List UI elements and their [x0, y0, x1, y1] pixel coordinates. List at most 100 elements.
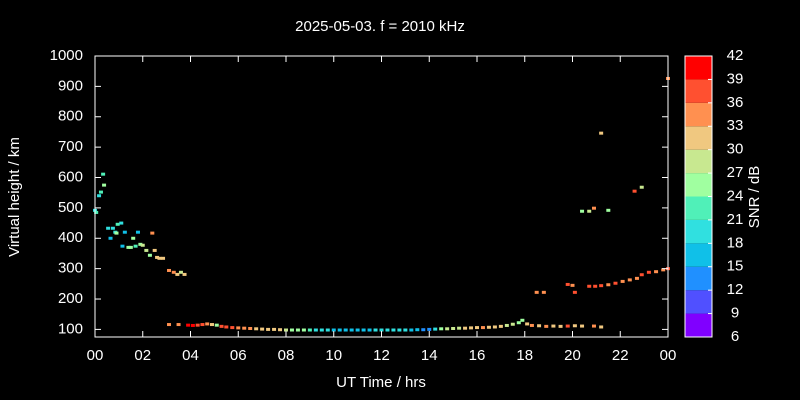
- data-point: [349, 328, 354, 332]
- data-point: [367, 328, 372, 332]
- data-point: [385, 328, 390, 332]
- data-point: [504, 323, 509, 327]
- data-point: [632, 189, 637, 193]
- data-point: [654, 270, 659, 274]
- data-point: [457, 326, 462, 330]
- data-point: [599, 325, 604, 329]
- data-point: [565, 324, 570, 328]
- data-point: [131, 236, 136, 240]
- data-point: [108, 236, 113, 240]
- data-point: [307, 328, 312, 332]
- data-point: [284, 328, 288, 332]
- colorbar-tick-label: 33: [727, 117, 744, 134]
- data-point: [593, 284, 598, 288]
- data-point: [544, 324, 549, 328]
- colorbar-band: [685, 243, 712, 267]
- data-point: [475, 326, 479, 330]
- data-point: [572, 324, 577, 328]
- data-point: [147, 253, 152, 257]
- data-point: [480, 326, 485, 330]
- colorbar-tick-label: 6: [731, 328, 739, 345]
- data-point: [606, 283, 611, 287]
- data-point: [498, 324, 503, 328]
- data-point: [115, 222, 120, 226]
- y-tick-label: 900: [58, 77, 83, 94]
- data-point: [313, 328, 318, 332]
- data-point: [361, 328, 366, 332]
- data-point: [537, 324, 542, 328]
- data-point: [167, 323, 172, 327]
- data-point: [451, 326, 456, 330]
- data-point: [301, 328, 306, 332]
- data-point: [439, 327, 444, 331]
- data-point: [260, 327, 265, 331]
- colorbar-band: [685, 149, 712, 174]
- data-point: [133, 244, 138, 248]
- data-point: [469, 326, 474, 330]
- x-tick-label: 06: [230, 347, 247, 364]
- data-point: [620, 279, 625, 283]
- data-point: [195, 323, 200, 327]
- data-point: [155, 255, 160, 259]
- data-point: [520, 318, 525, 322]
- data-point: [337, 328, 342, 332]
- data-point: [214, 323, 219, 327]
- data-point: [661, 268, 666, 272]
- data-point: [138, 242, 143, 246]
- data-point: [587, 209, 592, 213]
- data-point: [182, 272, 187, 276]
- data-point: [343, 328, 348, 332]
- data-point: [167, 268, 172, 272]
- y-tick-label: 700: [58, 138, 83, 155]
- x-tick-label: 14: [421, 347, 438, 364]
- data-point: [135, 230, 140, 234]
- data-point: [254, 327, 259, 331]
- y-tick-label: 1000: [50, 47, 83, 64]
- colorbar-band: [685, 290, 712, 314]
- data-point: [190, 323, 195, 327]
- x-tick-label: 00: [660, 347, 677, 364]
- y-axis-label: Virtual height / km: [6, 137, 23, 257]
- colorbar-band: [685, 102, 712, 127]
- data-point: [157, 256, 162, 260]
- colorbar-band: [685, 56, 712, 80]
- x-tick-label: 04: [182, 347, 199, 364]
- colorbar-label: SNR / dB: [746, 166, 763, 229]
- colorbar-tick-label: 15: [727, 258, 744, 275]
- x-tick-label: 10: [325, 347, 342, 364]
- data-point: [248, 326, 253, 330]
- data-point: [492, 325, 497, 329]
- x-tick-label: 16: [469, 347, 486, 364]
- data-point: [646, 270, 651, 274]
- data-point: [176, 323, 181, 327]
- data-point: [106, 226, 111, 230]
- data-point: [171, 270, 176, 274]
- data-point: [205, 322, 210, 326]
- data-point: [331, 328, 336, 332]
- data-point: [128, 245, 133, 249]
- x-tick-label: 12: [373, 347, 390, 364]
- data-point: [613, 281, 618, 285]
- colorbar-tick-label: 30: [727, 141, 744, 158]
- colorbar-band: [685, 266, 712, 291]
- data-point: [415, 328, 420, 332]
- data-point: [570, 283, 575, 287]
- data-point: [325, 328, 330, 332]
- data-point: [230, 326, 235, 330]
- data-point: [510, 322, 515, 326]
- y-tick-label: 400: [58, 229, 83, 246]
- colorbar-tick-label: 39: [727, 70, 744, 87]
- data-point: [266, 327, 271, 331]
- data-point: [219, 324, 224, 328]
- data-point: [580, 209, 585, 213]
- data-point: [421, 328, 426, 332]
- data-point: [119, 221, 124, 225]
- data-point: [319, 328, 324, 332]
- data-point: [433, 327, 438, 331]
- data-point: [397, 328, 402, 332]
- data-point: [152, 248, 157, 252]
- data-point: [534, 290, 539, 294]
- y-tick-label: 200: [58, 290, 83, 307]
- data-point: [486, 325, 491, 329]
